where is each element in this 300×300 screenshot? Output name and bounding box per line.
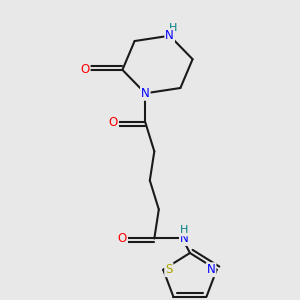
Text: O: O — [109, 116, 118, 129]
Text: N: N — [165, 29, 174, 42]
Text: N: N — [207, 263, 215, 276]
Text: N: N — [180, 232, 189, 245]
Text: H: H — [180, 225, 188, 236]
Text: O: O — [118, 232, 127, 245]
Text: O: O — [80, 63, 89, 76]
Text: H: H — [169, 23, 178, 33]
Text: S: S — [165, 263, 172, 276]
Text: N: N — [141, 87, 150, 100]
